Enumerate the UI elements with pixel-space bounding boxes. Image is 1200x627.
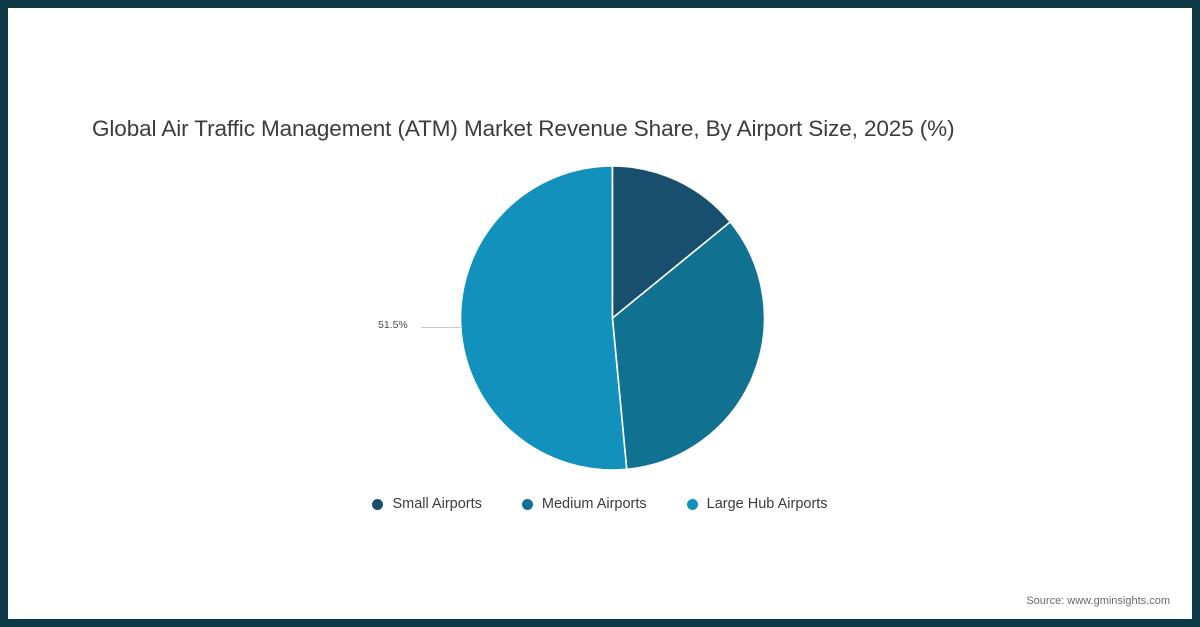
legend-swatch-icon (521, 498, 533, 510)
callout-leader-line (421, 326, 461, 328)
legend-swatch-icon (686, 498, 698, 510)
legend-swatch-icon (372, 498, 384, 510)
chart-legend: Small Airports Medium Airports Large Hub… (8, 496, 1192, 512)
legend-item-label: Large Hub Airports (706, 496, 828, 512)
legend-item-small-airports[interactable]: Small Airports (372, 496, 482, 512)
legend-item-label: Medium Airports (541, 496, 647, 512)
pie-slice-large-hub-airports[interactable] (459, 165, 628, 471)
pie-svg (459, 165, 766, 471)
pie-slices (459, 165, 766, 471)
pie-chart (444, 150, 784, 490)
chart-canvas: Global Air Traffic Management (ATM) Mark… (8, 8, 1192, 619)
legend-item-label: Small Airports (392, 496, 482, 512)
source-attribution: Source: www.gminsights.com (1026, 595, 1170, 607)
page-title: Global Air Traffic Management (ATM) Mark… (92, 116, 955, 141)
legend-item-large-hub-airports[interactable]: Large Hub Airports (686, 496, 828, 512)
data-label-large-hub-airports: 51.5% (378, 319, 408, 331)
legend-item-medium-airports[interactable]: Medium Airports (521, 496, 647, 512)
pie-slice-small-airports[interactable] (611, 165, 732, 320)
pie-slice-medium-airports[interactable] (611, 220, 766, 471)
